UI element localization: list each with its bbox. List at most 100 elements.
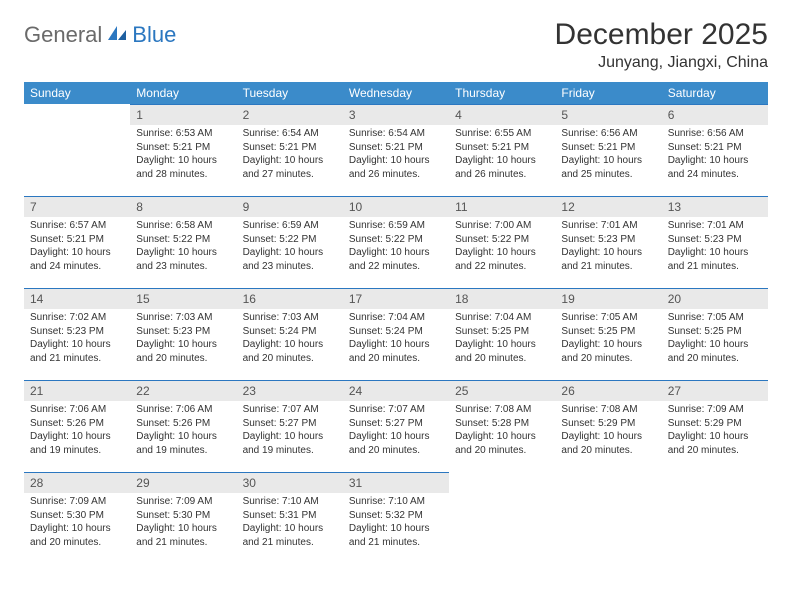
day-content: Sunrise: 6:59 AMSunset: 5:22 PMDaylight:… (237, 217, 343, 277)
sunset-text: Sunset: 5:22 PM (136, 233, 230, 247)
daylight-text: Daylight: 10 hours and 19 minutes. (30, 430, 124, 457)
calendar-day-cell: 26Sunrise: 7:08 AMSunset: 5:29 PMDayligh… (555, 380, 661, 472)
sunrise-text: Sunrise: 6:53 AM (136, 127, 230, 141)
daylight-text: Daylight: 10 hours and 26 minutes. (455, 154, 549, 181)
sunset-text: Sunset: 5:27 PM (243, 417, 337, 431)
calendar-day-cell: 7Sunrise: 6:57 AMSunset: 5:21 PMDaylight… (24, 196, 130, 288)
sunrise-text: Sunrise: 6:56 AM (561, 127, 655, 141)
day-number: 11 (449, 196, 555, 217)
day-number: 4 (449, 104, 555, 125)
calendar-day-cell: 20Sunrise: 7:05 AMSunset: 5:25 PMDayligh… (662, 288, 768, 380)
sunset-text: Sunset: 5:23 PM (136, 325, 230, 339)
day-number: 5 (555, 104, 661, 125)
day-content: Sunrise: 7:06 AMSunset: 5:26 PMDaylight:… (130, 401, 236, 461)
sunset-text: Sunset: 5:22 PM (349, 233, 443, 247)
sunset-text: Sunset: 5:23 PM (668, 233, 762, 247)
daylight-text: Daylight: 10 hours and 20 minutes. (136, 338, 230, 365)
day-content: Sunrise: 6:56 AMSunset: 5:21 PMDaylight:… (662, 125, 768, 185)
daylight-text: Daylight: 10 hours and 20 minutes. (668, 430, 762, 457)
calendar-day-cell: 10Sunrise: 6:59 AMSunset: 5:22 PMDayligh… (343, 196, 449, 288)
calendar-day-cell: 27Sunrise: 7:09 AMSunset: 5:29 PMDayligh… (662, 380, 768, 472)
day-number: 17 (343, 288, 449, 309)
day-number: 18 (449, 288, 555, 309)
sunset-text: Sunset: 5:26 PM (30, 417, 124, 431)
weekday-header: Tuesday (237, 82, 343, 104)
sunrise-text: Sunrise: 7:00 AM (455, 219, 549, 233)
sunrise-text: Sunrise: 6:55 AM (455, 127, 549, 141)
title-block: December 2025 Junyang, Jiangxi, China (555, 18, 768, 72)
calendar-day-cell: 15Sunrise: 7:03 AMSunset: 5:23 PMDayligh… (130, 288, 236, 380)
day-content: Sunrise: 7:10 AMSunset: 5:31 PMDaylight:… (237, 493, 343, 553)
sunset-text: Sunset: 5:28 PM (455, 417, 549, 431)
daylight-text: Daylight: 10 hours and 20 minutes. (455, 338, 549, 365)
weekday-header: Wednesday (343, 82, 449, 104)
day-content: Sunrise: 7:08 AMSunset: 5:28 PMDaylight:… (449, 401, 555, 461)
day-number: 8 (130, 196, 236, 217)
day-number: 29 (130, 472, 236, 493)
calendar-day-cell: 30Sunrise: 7:10 AMSunset: 5:31 PMDayligh… (237, 472, 343, 564)
day-number: 19 (555, 288, 661, 309)
daylight-text: Daylight: 10 hours and 20 minutes. (349, 338, 443, 365)
sunrise-text: Sunrise: 7:07 AM (243, 403, 337, 417)
sunset-text: Sunset: 5:32 PM (349, 509, 443, 523)
sunrise-text: Sunrise: 7:09 AM (136, 495, 230, 509)
day-number: 26 (555, 380, 661, 401)
sail-icon (106, 24, 128, 47)
day-content: Sunrise: 6:57 AMSunset: 5:21 PMDaylight:… (24, 217, 130, 277)
calendar-day-cell: 31Sunrise: 7:10 AMSunset: 5:32 PMDayligh… (343, 472, 449, 564)
calendar-day-cell: 9Sunrise: 6:59 AMSunset: 5:22 PMDaylight… (237, 196, 343, 288)
calendar-day-cell: 14Sunrise: 7:02 AMSunset: 5:23 PMDayligh… (24, 288, 130, 380)
calendar-day-cell: 22Sunrise: 7:06 AMSunset: 5:26 PMDayligh… (130, 380, 236, 472)
daylight-text: Daylight: 10 hours and 21 minutes. (136, 522, 230, 549)
calendar-day-cell: 3Sunrise: 6:54 AMSunset: 5:21 PMDaylight… (343, 104, 449, 196)
calendar-day-cell (555, 472, 661, 564)
calendar-day-cell: 21Sunrise: 7:06 AMSunset: 5:26 PMDayligh… (24, 380, 130, 472)
day-content: Sunrise: 6:55 AMSunset: 5:21 PMDaylight:… (449, 125, 555, 185)
sunrise-text: Sunrise: 7:02 AM (30, 311, 124, 325)
calendar-week-row: 7Sunrise: 6:57 AMSunset: 5:21 PMDaylight… (24, 196, 768, 288)
day-number: 24 (343, 380, 449, 401)
sunrise-text: Sunrise: 7:01 AM (668, 219, 762, 233)
daylight-text: Daylight: 10 hours and 21 minutes. (349, 522, 443, 549)
sunrise-text: Sunrise: 7:08 AM (455, 403, 549, 417)
daylight-text: Daylight: 10 hours and 23 minutes. (243, 246, 337, 273)
daylight-text: Daylight: 10 hours and 24 minutes. (30, 246, 124, 273)
day-content: Sunrise: 7:09 AMSunset: 5:29 PMDaylight:… (662, 401, 768, 461)
daylight-text: Daylight: 10 hours and 19 minutes. (136, 430, 230, 457)
day-number: 25 (449, 380, 555, 401)
sunrise-text: Sunrise: 7:09 AM (668, 403, 762, 417)
daylight-text: Daylight: 10 hours and 20 minutes. (561, 338, 655, 365)
day-content: Sunrise: 6:53 AMSunset: 5:21 PMDaylight:… (130, 125, 236, 185)
weekday-header: Monday (130, 82, 236, 104)
sunset-text: Sunset: 5:31 PM (243, 509, 337, 523)
sunrise-text: Sunrise: 7:03 AM (243, 311, 337, 325)
calendar-day-cell: 25Sunrise: 7:08 AMSunset: 5:28 PMDayligh… (449, 380, 555, 472)
day-content: Sunrise: 7:05 AMSunset: 5:25 PMDaylight:… (662, 309, 768, 369)
sunrise-text: Sunrise: 6:59 AM (243, 219, 337, 233)
sunrise-text: Sunrise: 7:09 AM (30, 495, 124, 509)
sunset-text: Sunset: 5:21 PM (668, 141, 762, 155)
sunset-text: Sunset: 5:26 PM (136, 417, 230, 431)
sunrise-text: Sunrise: 7:04 AM (455, 311, 549, 325)
calendar-week-row: 28Sunrise: 7:09 AMSunset: 5:30 PMDayligh… (24, 472, 768, 564)
day-content: Sunrise: 7:08 AMSunset: 5:29 PMDaylight:… (555, 401, 661, 461)
sunset-text: Sunset: 5:25 PM (668, 325, 762, 339)
daylight-text: Daylight: 10 hours and 22 minutes. (455, 246, 549, 273)
sunset-text: Sunset: 5:30 PM (30, 509, 124, 523)
logo: General Blue (24, 22, 176, 48)
day-number: 6 (662, 104, 768, 125)
day-number: 10 (343, 196, 449, 217)
weekday-header: Thursday (449, 82, 555, 104)
daylight-text: Daylight: 10 hours and 20 minutes. (243, 338, 337, 365)
daylight-text: Daylight: 10 hours and 20 minutes. (349, 430, 443, 457)
logo-text-general: General (24, 22, 102, 48)
day-content: Sunrise: 6:54 AMSunset: 5:21 PMDaylight:… (343, 125, 449, 185)
calendar-day-cell: 13Sunrise: 7:01 AMSunset: 5:23 PMDayligh… (662, 196, 768, 288)
sunrise-text: Sunrise: 7:03 AM (136, 311, 230, 325)
daylight-text: Daylight: 10 hours and 21 minutes. (243, 522, 337, 549)
calendar-table: Sunday Monday Tuesday Wednesday Thursday… (24, 82, 768, 564)
daylight-text: Daylight: 10 hours and 20 minutes. (668, 338, 762, 365)
sunset-text: Sunset: 5:21 PM (243, 141, 337, 155)
sunrise-text: Sunrise: 7:06 AM (136, 403, 230, 417)
calendar-day-cell: 11Sunrise: 7:00 AMSunset: 5:22 PMDayligh… (449, 196, 555, 288)
